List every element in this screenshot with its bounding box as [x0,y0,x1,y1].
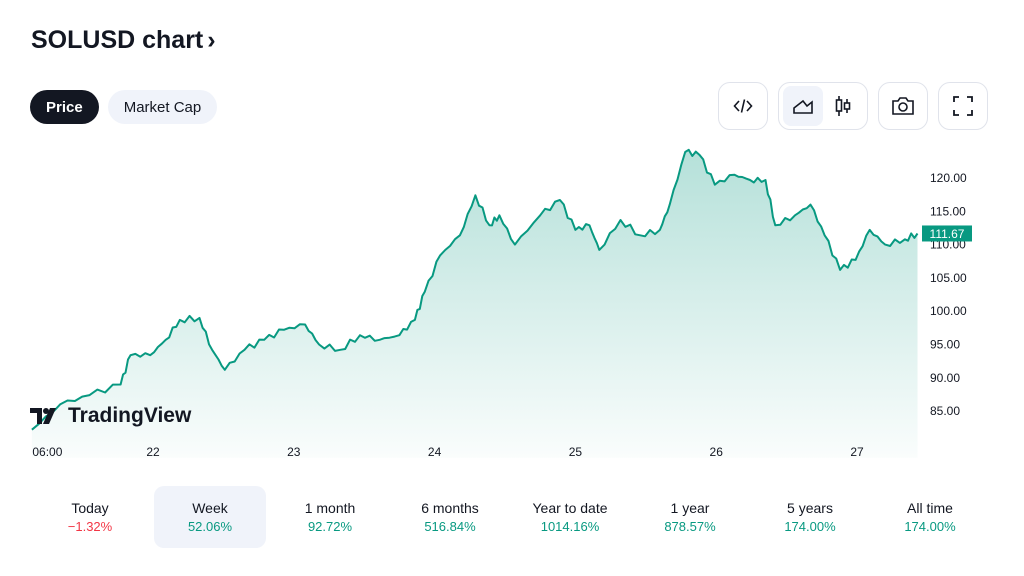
period-label: 6 months [421,500,479,516]
period-1-month[interactable]: 1 month 92.72% [270,486,390,548]
x-tick-label: 25 [569,445,583,459]
period-6-months[interactable]: 6 months 516.84% [390,486,510,548]
tab-market-cap[interactable]: Market Cap [107,90,218,124]
candlestick-icon [835,96,851,116]
x-tick-label: 23 [287,445,301,459]
chart-style-group [778,82,868,130]
y-tick-label: 115.00 [930,204,966,218]
period-5-years[interactable]: 5 years 174.00% [750,486,870,548]
camera-icon [883,86,923,126]
embed-code-icon [723,86,763,126]
fullscreen-button[interactable] [938,82,988,130]
period-label: Week [192,500,228,516]
snapshot-button[interactable] [878,82,928,130]
period-change: −1.32% [67,519,113,534]
y-tick-label: 100.00 [930,304,967,318]
chart-title-link[interactable]: SOLUSD chart › [31,26,216,55]
period-today[interactable]: Today −1.32% [30,486,150,548]
period-change: 174.00% [784,519,836,534]
y-tick-label: 95.00 [930,338,960,352]
period-1-year[interactable]: 1 year 878.57% [630,486,750,548]
period-year-to-date[interactable]: Year to date 1014.16% [510,486,630,548]
period-label: 5 years [787,500,833,516]
period-change: 1014.16% [540,519,600,534]
period-change: 878.57% [664,519,716,534]
period-change: 52.06% [187,519,233,534]
period-selector: Today −1.32% Week 52.06% 1 month 92.72% 6 mont… [30,486,990,548]
period-change: 174.00% [904,519,956,534]
x-tick-label: 22 [146,445,160,459]
period-label: All time [907,500,953,516]
price-line [31,148,919,431]
chart-toolbar [718,82,988,130]
last-price-badge [922,225,972,242]
chart-type-tabs: Price Market Cap [30,90,218,124]
period-label: 1 month [304,500,356,516]
fullscreen-icon [943,86,983,126]
chevron-right-icon: › [207,26,216,54]
area-chart-button[interactable] [783,86,823,126]
page-title: SOLUSD chart [31,26,204,54]
y-tick-label: 120.00 [930,171,967,185]
area-chart-icon [793,99,813,114]
last-price-label: 111.67 [930,227,965,241]
embed-button[interactable] [718,82,768,130]
x-tick-label: 24 [428,445,442,459]
y-tick-label: 90.00 [930,371,960,385]
period-change: 92.72% [307,519,353,534]
period-all-time[interactable]: All time 174.00% [870,486,990,548]
logo-text: TradingView [68,404,192,427]
period-label: Today [71,500,109,516]
x-tick-label: 27 [850,445,864,459]
period-label: Year to date [532,500,608,516]
y-tick-label: 85.00 [930,404,960,418]
price-chart[interactable]: 120.00115.00110.00105.00100.0095.0090.00… [0,140,1000,470]
tradingview-logo-icon [30,408,56,424]
period-change: 516.84% [424,519,476,534]
tradingview-logo[interactable]: TradingView [30,404,191,428]
period-week[interactable]: Week 52.06% [154,486,266,548]
period-label: 1 year [670,500,710,516]
candlestick-button[interactable] [823,86,863,126]
x-tick-label: 26 [710,445,724,459]
x-tick-label: 06:00 [32,445,62,459]
y-tick-label: 105.00 [930,271,967,285]
price-area-fill [31,149,918,458]
tab-price[interactable]: Price [30,90,99,124]
